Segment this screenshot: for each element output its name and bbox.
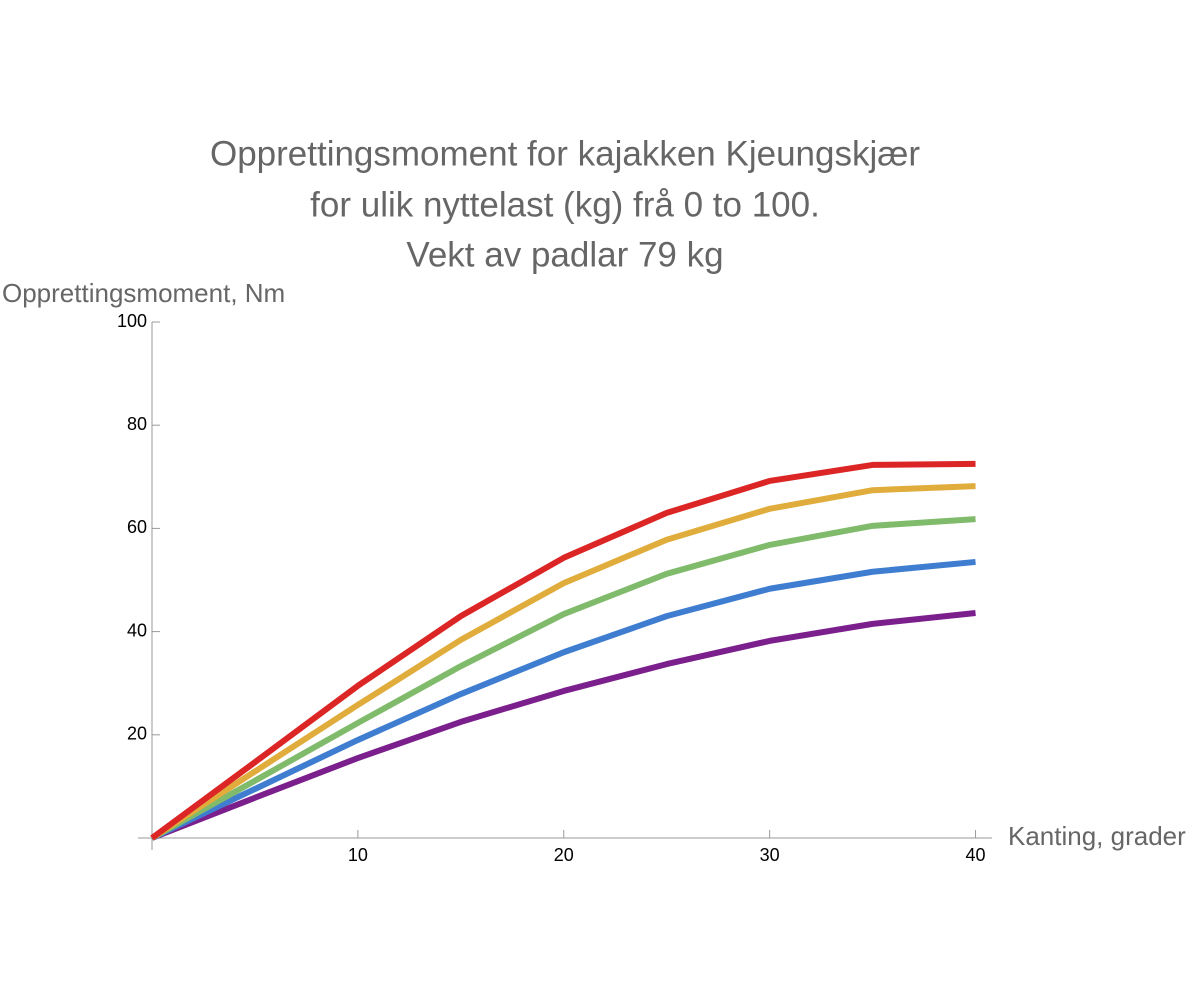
chart-title: Opprettingsmoment for kajakken Kjeungskj… — [210, 134, 920, 173]
series-line — [150, 483, 976, 841]
x-tick-label: 20 — [554, 845, 574, 865]
series-line — [150, 610, 976, 841]
chart-title: for ulik nyttelast (kg) frå 0 to 100. — [310, 185, 820, 224]
y-tick-label: 80 — [127, 414, 147, 434]
x-axis-label: Kanting, grader — [1008, 821, 1186, 851]
chart-title: Vekt av padlar 79 kg — [406, 235, 723, 274]
y-tick-label: 100 — [117, 311, 147, 331]
y-tick-label: 40 — [127, 620, 147, 640]
x-tick-label: 40 — [966, 845, 986, 865]
series-line — [150, 460, 976, 841]
y-axis-label: Opprettingsmoment, Nm — [2, 278, 285, 308]
x-tick-label: 10 — [348, 845, 368, 865]
y-tick-label: 20 — [127, 724, 147, 744]
series-line — [150, 558, 976, 841]
y-tick-label: 60 — [127, 517, 147, 537]
x-tick-label: 30 — [760, 845, 780, 865]
series-line — [150, 516, 976, 841]
